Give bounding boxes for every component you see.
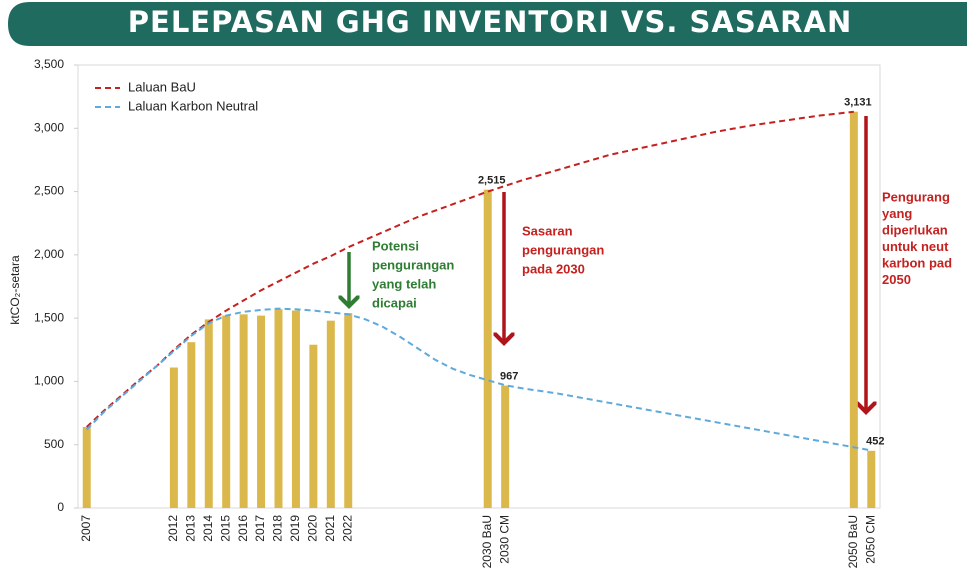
annotation: karbon pad (882, 255, 952, 270)
bar (204, 319, 213, 508)
annotation: untuk neut (882, 239, 949, 254)
x-tick-label: 2022 (340, 515, 354, 542)
y-tick-label: 3,500 (34, 57, 64, 71)
x-tick-label: 2021 (323, 515, 337, 542)
bar (309, 344, 318, 508)
annotation: pada 2030 (522, 261, 585, 276)
value-label: 967 (500, 371, 518, 383)
bar (867, 450, 876, 508)
value-label: 3,131 (844, 97, 872, 109)
bar (82, 426, 91, 508)
x-tick-label: 2012 (166, 515, 180, 542)
bar (187, 342, 196, 508)
bar (326, 320, 335, 508)
bar (257, 315, 266, 508)
x-tick-label: 2016 (236, 515, 250, 542)
plot-frame (77, 64, 881, 509)
annotation: Pengurang (882, 189, 950, 204)
bar (849, 111, 858, 508)
x-tick-label: 2013 (183, 515, 197, 542)
x-tick-label: 2030 BaU (480, 515, 494, 568)
annotation: yang (882, 206, 912, 221)
y-tick-label: 2,500 (34, 184, 64, 198)
line-series (86, 307, 872, 452)
bar (483, 189, 492, 508)
annotation: diperlukan (882, 222, 948, 237)
bar (169, 367, 178, 508)
chart-title: PELEPASAN GHG INVENTORI VS. SASARAN (128, 5, 852, 39)
x-tick-label: 2018 (271, 515, 285, 542)
y-tick-label: 1,000 (34, 374, 64, 388)
bar (239, 314, 248, 508)
legend-label: Laluan BaU (128, 79, 196, 94)
x-tick-label: 2030 CM (497, 515, 511, 564)
x-tick-label: 2017 (253, 515, 267, 542)
annotation: 2050 (882, 272, 911, 287)
y-tick-label: 3,000 (34, 120, 64, 134)
y-tick-label: 500 (44, 437, 64, 451)
x-tick-label: 2050 BaU (846, 515, 860, 568)
annotation: dicapai (372, 295, 417, 310)
x-tick-label: 2007 (79, 515, 93, 542)
y-tick-label: 2,000 (34, 247, 64, 261)
x-tick-label: 2015 (218, 515, 232, 542)
bar (344, 313, 353, 508)
x-tick-label: 2020 (306, 515, 320, 542)
x-tick-label: 2019 (288, 515, 302, 542)
x-tick-label: 2014 (201, 515, 215, 542)
y-axis-label: ktCO₂-setara (8, 255, 22, 325)
x-tick-label: 2050 CM (863, 515, 877, 564)
annotation: pengurangan (522, 242, 604, 257)
y-tick-label: 0 (57, 500, 64, 514)
bar (222, 315, 231, 508)
bar (291, 310, 300, 508)
title-banner (8, 2, 967, 46)
legend-label: Laluan Karbon Neutral (128, 98, 258, 113)
annotation: Potensi (372, 238, 419, 253)
bar (274, 309, 283, 508)
annotation: Sasaran (522, 223, 573, 238)
y-tick-label: 1,500 (34, 310, 64, 324)
bar (501, 385, 510, 508)
annotation: pengurangan (372, 257, 454, 272)
value-label: 452 (866, 436, 884, 448)
annotation: yang telah (372, 276, 436, 291)
value-label: 2,515 (478, 175, 506, 187)
line-series (86, 110, 854, 428)
